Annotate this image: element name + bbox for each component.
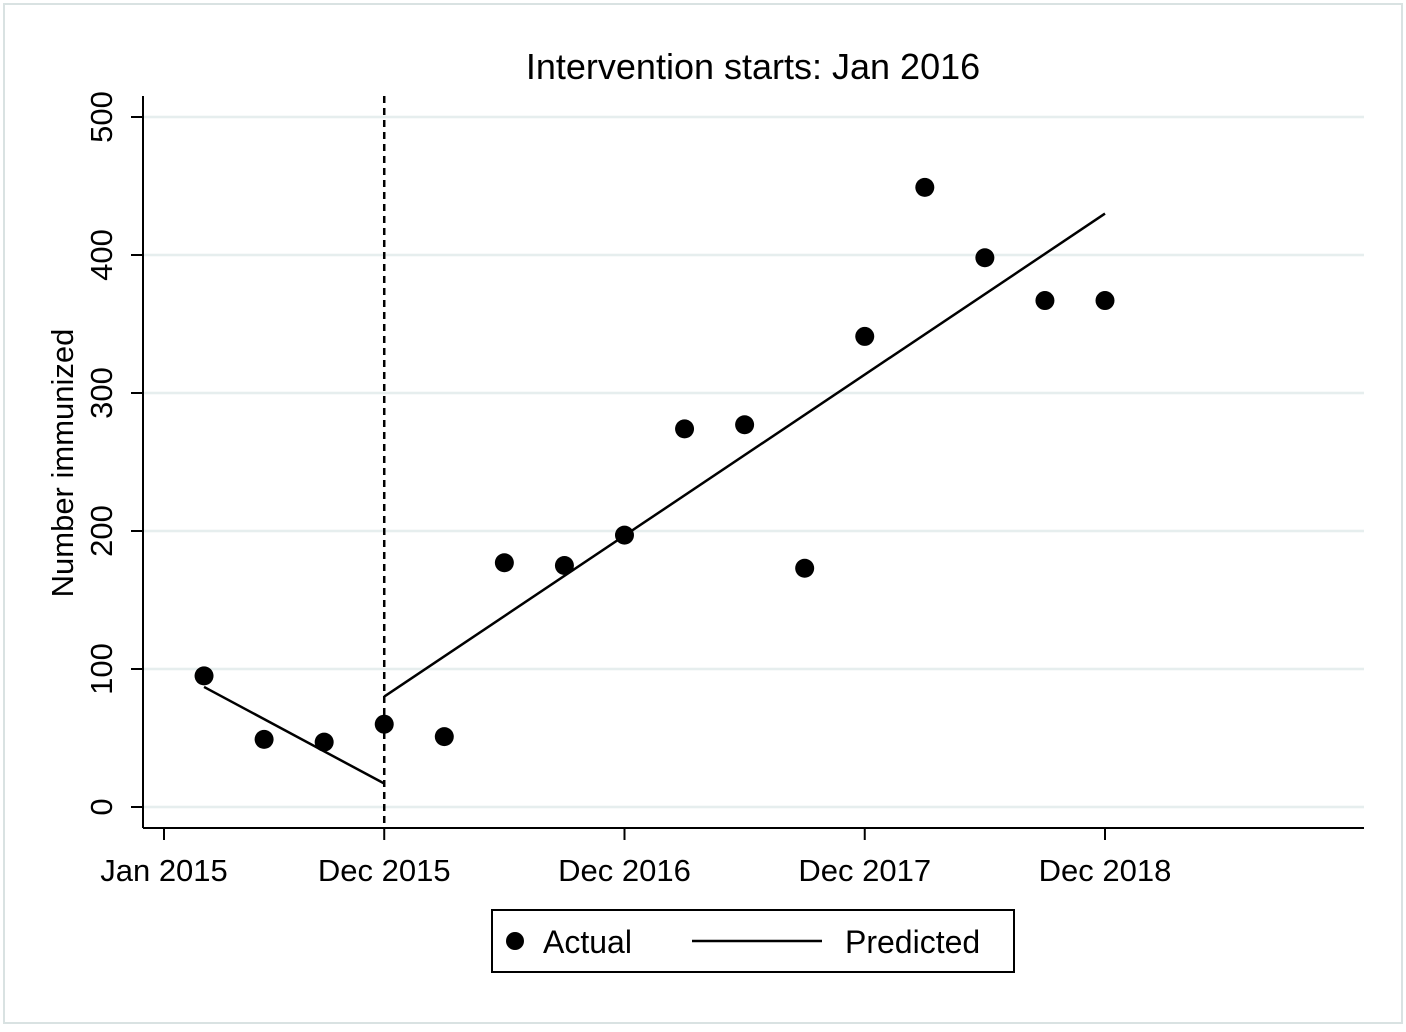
predicted-series xyxy=(203,212,1106,785)
y-tick-label: 400 xyxy=(84,229,119,281)
legend: Actual Predicted xyxy=(491,909,1015,973)
predicted-segment xyxy=(383,212,1106,698)
actual-point xyxy=(795,558,815,578)
x-tick-label: Dec 2018 xyxy=(1039,853,1172,888)
x-tick-label: Dec 2016 xyxy=(558,853,691,888)
actual-point xyxy=(254,729,274,749)
actual-point xyxy=(194,666,214,686)
y-tick-label: 300 xyxy=(84,367,119,419)
actual-point xyxy=(675,419,695,439)
y-axis-title: Number immunized xyxy=(45,329,80,598)
actual-point xyxy=(1095,291,1115,311)
axes: 0 100 200 300 400 500 Jan 2015 Dec 2015 Dec 2016… xyxy=(84,91,1364,888)
actual-point xyxy=(314,732,334,752)
actual-point xyxy=(374,714,394,734)
legend-actual-marker xyxy=(506,932,524,950)
grid-lines xyxy=(143,115,1364,809)
actual-point xyxy=(614,525,634,545)
actual-series xyxy=(194,177,1115,752)
legend-predicted-label: Predicted xyxy=(845,924,980,960)
actual-point xyxy=(975,248,995,268)
actual-point xyxy=(1035,291,1055,311)
y-tick-label: 100 xyxy=(84,643,119,695)
y-tick-label: 200 xyxy=(84,505,119,557)
chart-title: Intervention starts: Jan 2016 xyxy=(526,46,980,87)
actual-point xyxy=(735,415,755,435)
actual-point xyxy=(554,556,574,575)
actual-point xyxy=(915,177,935,197)
legend-actual-label: Actual xyxy=(543,924,632,960)
x-tick-label: Jan 2015 xyxy=(100,853,228,888)
predicted-segment xyxy=(203,685,385,785)
x-tick-label: Dec 2017 xyxy=(798,853,931,888)
x-tick-label: Dec 2015 xyxy=(318,853,451,888)
outer-border xyxy=(3,3,1403,1024)
actual-point xyxy=(494,553,514,573)
actual-point xyxy=(434,727,454,747)
y-tick-label: 0 xyxy=(84,798,119,815)
y-tick-label: 500 xyxy=(84,91,119,143)
actual-point xyxy=(855,326,875,346)
